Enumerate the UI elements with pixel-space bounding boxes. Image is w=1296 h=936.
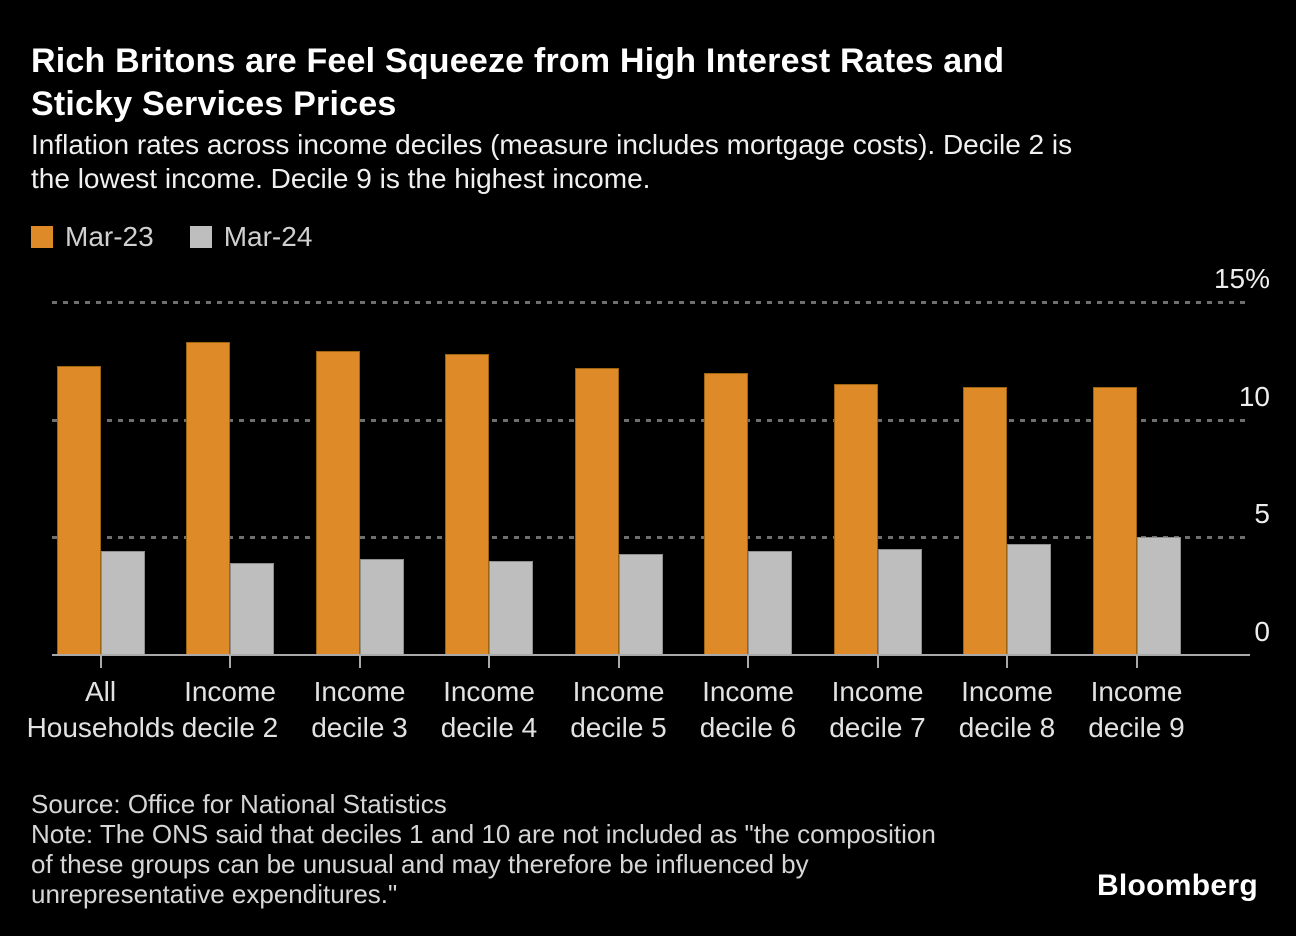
x-axis-tick-3 [488,655,490,668]
x-axis-tick-6 [876,655,879,668]
chart-footer: Source: Office for National Statistics N… [31,789,936,909]
legend-item-mar-24: Mar-24 [189,221,313,253]
x-axis-tick-2 [358,655,361,668]
bar-mar-23-income-decile-2 [186,342,230,655]
x-axis-tick-1 [229,655,231,668]
chart-subtitle-line-2: the lowest income. Decile 9 is the highe… [31,163,651,194]
legend-label-mar-23: Mar-23 [65,221,154,252]
bar-mar-23-income-decile-4 [445,353,489,655]
y-axis-label-15: 15% [1213,263,1270,294]
gridline-10 [52,418,1250,422]
bar-mar-23-income-decile-5 [574,367,619,655]
chart-title-line-1: Rich Britons are Feel Squeeze from High … [31,42,1005,80]
bar-mar-24-income-decile-5 [618,553,663,655]
x-axis-tick-0 [99,655,102,668]
bar-mar-24-income-decile-8 [1007,544,1051,655]
x-axis-label-income-decile-8: Income decile 8 [958,676,1056,743]
bar-mar-24-income-decile-7 [877,549,922,655]
y-axis-label-10: 10 [1238,380,1270,412]
legend-swatch-mar-24-icon [189,226,212,248]
gridline-5 [52,536,1250,540]
legend-item-mar-23: Mar-23 [31,221,154,253]
bar-mar-23-income-decile-3 [315,351,360,655]
bar-mar-23-all-households [56,365,101,655]
note-line-2: of these groups can be unusual and may t… [31,849,809,879]
chart-legend: Mar-23 Mar-24 [31,221,348,253]
x-axis-tick-8 [1135,655,1138,668]
x-axis-tick-4 [617,655,620,668]
chart-title-line-2: Sticky Services Prices [31,85,397,123]
bar-mar-23-income-decile-7 [833,384,878,655]
x-axis-tick-7 [1006,655,1008,668]
x-axis-label-income-decile-7: Income decile 7 [829,676,926,743]
legend-label-mar-24: Mar-24 [223,221,313,252]
bar-mar-23-income-decile-9 [1092,386,1137,655]
bar-mar-24-income-decile-2 [230,563,274,655]
bar-mar-23-income-decile-6 [704,372,748,655]
x-axis-label-income-decile-3: Income decile 3 [311,676,408,743]
chart-title: Rich Britons are Feel Squeeze from High … [31,40,1004,126]
note-line-3: unrepresentative expenditures." [31,879,398,909]
source-line: Source: Office for National Statistics [31,789,447,819]
x-axis-tick-5 [747,655,749,668]
x-axis-label-income-decile-5: Income decile 5 [570,676,667,743]
bar-mar-23-income-decile-8 [963,386,1007,655]
bar-mar-24-income-decile-3 [359,558,404,655]
note-line-1: Note: The ONS said that deciles 1 and 10… [31,819,936,849]
bloomberg-logo: Bloomberg [1096,869,1258,902]
x-axis-label-income-decile-9: Income decile 9 [1088,676,1185,743]
bar-mar-24-income-decile-4 [489,560,533,655]
bar-mar-24-all-households [100,551,145,655]
bar-mar-24-income-decile-9 [1136,537,1181,655]
x-axis-label-income-decile-4: Income decile 4 [440,676,538,743]
plot-area: 15% 10 5 0 All Households Income decile 2 Income… [27,263,1270,743]
x-axis-line [52,654,1250,656]
chart-subtitle: Inflation rates across income deciles (m… [31,128,1072,196]
bar-mar-24-income-decile-6 [748,551,792,655]
y-axis-label-5: 5 [1254,498,1270,530]
y-axis-label-0: 0 [1254,616,1270,647]
x-axis-label-all-households: All Households [26,676,175,743]
x-axis-label-income-decile-2: Income decile 2 [181,676,279,743]
legend-swatch-mar-23-icon [31,226,53,248]
x-axis-label-income-decile-6: Income decile 6 [699,676,797,743]
gridline-15 [52,301,1250,304]
chart-subtitle-line-1: Inflation rates across income deciles (m… [31,129,1073,160]
